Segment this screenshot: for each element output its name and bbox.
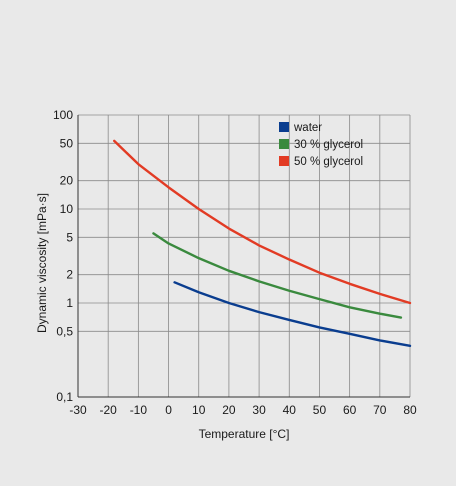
x-tick-label: 40	[283, 403, 297, 417]
y-tick-label: 1	[66, 296, 73, 310]
series-layer	[113, 139, 412, 348]
x-tick-label: 50	[313, 403, 327, 417]
x-tick-label: 30	[252, 403, 266, 417]
x-tick-label: 80	[403, 403, 417, 417]
tick-labels: -30 -20 -10 0 10 20 30 40 50 60 70 80 0,1 0,5 1 2 5 10 20 5…	[53, 108, 417, 417]
legend-label: 30 % glycerol	[294, 139, 363, 151]
y-tick-label: 5	[66, 230, 73, 244]
x-tick-label: 20	[222, 403, 236, 417]
y-tick-label: 50	[60, 136, 74, 150]
legend-swatch	[279, 122, 289, 132]
y-tick-label: 0,5	[56, 324, 73, 338]
x-tick-label: 10	[192, 403, 206, 417]
series-line-1	[152, 232, 403, 319]
x-tick-label: -10	[130, 403, 148, 417]
y-tick-label: 100	[53, 108, 73, 122]
y-tick-label: 2	[66, 268, 73, 282]
x-tick-label: 0	[165, 403, 172, 417]
legend-label: water	[293, 122, 322, 134]
x-tick-label: -30	[69, 403, 87, 417]
legend-swatch	[279, 139, 289, 149]
y-axis-label: Dynamic viscosity [mPa·s]	[35, 193, 49, 333]
y-tick-label: 20	[60, 174, 74, 188]
series-line-2	[113, 139, 412, 305]
y-tick-label: 0,1	[56, 390, 73, 404]
y-tick-label: 10	[60, 202, 74, 216]
x-axis-label: Temperature [°C]	[199, 427, 290, 441]
x-tick-label: 70	[373, 403, 387, 417]
axes-layer	[77, 115, 410, 398]
legend: water 30 % glycerol 50 % glycerol	[279, 122, 363, 168]
x-tick-label: -20	[100, 403, 118, 417]
legend-label: 50 % glycerol	[294, 156, 363, 168]
legend-swatch	[279, 156, 289, 166]
x-tick-label: 60	[343, 403, 357, 417]
series-line-0	[173, 281, 412, 348]
